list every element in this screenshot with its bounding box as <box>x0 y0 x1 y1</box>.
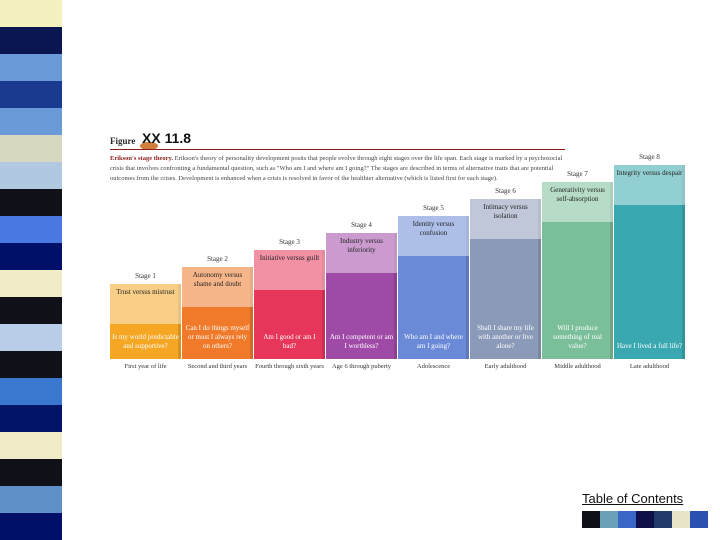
stage-trait: Integrity versus despair <box>616 169 683 177</box>
strip-block <box>0 243 62 270</box>
stage-band <box>110 284 181 324</box>
strip-block <box>0 0 62 27</box>
strip-block <box>0 81 62 108</box>
stage-age: Second and third years <box>187 363 248 370</box>
stage-question: Am I competent or am I worthless? <box>329 333 394 350</box>
palette-swatch <box>672 511 690 528</box>
figure-badge-icon <box>140 142 158 150</box>
stage-title: Stage 5 <box>423 204 444 212</box>
strip-block <box>0 216 62 243</box>
strip-block <box>0 108 62 135</box>
caption-lead: Erikson's stage theory. <box>110 155 174 162</box>
stage-column: Integrity versus despair Have I lived a f… <box>614 165 685 359</box>
strip-block <box>0 459 62 486</box>
strip-block <box>0 513 62 540</box>
stage-question: Have I lived a full life? <box>616 342 683 350</box>
color-palette-bar <box>582 511 708 528</box>
stage-column: Trust versus mistrust Is my world predict… <box>110 284 181 359</box>
strip-block <box>0 54 62 81</box>
stage-title: Stage 8 <box>639 153 660 161</box>
figure-erikson-stages: Figure XX 11.8 Erikson's stage theory. E… <box>110 130 710 390</box>
stage-title: Stage 3 <box>279 238 300 246</box>
stage-title: Stage 7 <box>567 170 588 178</box>
stage-trait: Intimacy versus isolation <box>483 203 528 220</box>
stage-column: Autonomy versus shame and doubt Can I do … <box>182 267 253 359</box>
strip-block <box>0 486 62 513</box>
stage-title: Stage 4 <box>351 221 372 229</box>
figure-caption: Erikson's stage theory. Erikson's theory… <box>110 154 570 184</box>
stage-column: Industry versus inferiority Am I competen… <box>326 233 397 359</box>
stage-column: Generativity versus self-absorption Will … <box>542 182 613 359</box>
stage-trait: Industry versus inferiority <box>340 237 383 254</box>
strip-block <box>0 189 62 216</box>
stage-trait: Autonomy versus shame and doubt <box>192 271 243 288</box>
stage-age: Age 6 through puberty <box>331 363 392 370</box>
stage-trait: Identity versus confusion <box>412 220 455 237</box>
strip-block <box>0 270 62 297</box>
figure-label: Figure <box>110 136 136 146</box>
table-of-contents-link[interactable]: Table of Contents <box>582 491 684 506</box>
stage-age: Early adulthood <box>484 363 527 370</box>
palette-swatch <box>654 511 672 528</box>
stage-question: Am I good or am I bad? <box>263 333 316 350</box>
stage-age: Fourth through sixth years <box>255 363 324 370</box>
stage-trait: Initiative versus guilt <box>259 254 320 262</box>
stage-question: Is my world predictable and supportive? <box>112 333 179 350</box>
stage-trait: Trust versus mistrust <box>116 288 175 296</box>
stage-column: Intimacy versus isolation Shall I share m… <box>470 199 541 359</box>
stage-question: Who am I and where am I going? <box>404 333 463 350</box>
stage-column: Initiative versus guilt Am I good or am I… <box>254 250 325 359</box>
stage-band <box>182 267 253 307</box>
palette-swatch <box>636 511 654 528</box>
stage-band <box>398 216 469 256</box>
stage-band <box>254 250 325 290</box>
strip-block <box>0 135 62 162</box>
stage-question: Shall I share my life with another or li… <box>477 324 534 350</box>
stage-question: Can I do things myself or must I always … <box>185 324 250 350</box>
strip-block <box>0 297 62 324</box>
stage-age: Middle adulthood <box>554 363 601 370</box>
strip-block <box>0 324 62 351</box>
stage-column: Identity versus confusion Who am I and wh… <box>398 216 469 359</box>
stage-age: First year of life <box>124 363 167 370</box>
stage-title: Stage 2 <box>207 255 228 263</box>
stage-band <box>326 233 397 273</box>
stage-age: Late adulthood <box>629 363 670 370</box>
strip-block <box>0 162 62 189</box>
figure-number: XX 11.8 <box>142 130 192 146</box>
palette-swatch <box>600 511 618 528</box>
stage-band <box>542 182 613 222</box>
stage-band <box>614 165 685 205</box>
palette-swatch <box>582 511 600 528</box>
stage-age: Adolescence <box>416 363 451 370</box>
strip-block <box>0 405 62 432</box>
stage-trait: Generativity versus self-absorption <box>550 186 605 203</box>
strip-block <box>0 351 62 378</box>
palette-swatch <box>618 511 636 528</box>
left-decorative-strip <box>0 0 62 540</box>
stage-question: Will I produce something of real value? <box>553 324 602 350</box>
stage-band <box>470 199 541 239</box>
strip-block <box>0 432 62 459</box>
stage-title: Stage 6 <box>495 187 516 195</box>
caption-body: Erikson's theory of personality developm… <box>110 155 563 182</box>
palette-swatch <box>690 511 708 528</box>
strip-block <box>0 27 62 54</box>
stage-title: Stage 1 <box>135 272 156 280</box>
figure-rule <box>110 149 565 150</box>
strip-block <box>0 378 62 405</box>
